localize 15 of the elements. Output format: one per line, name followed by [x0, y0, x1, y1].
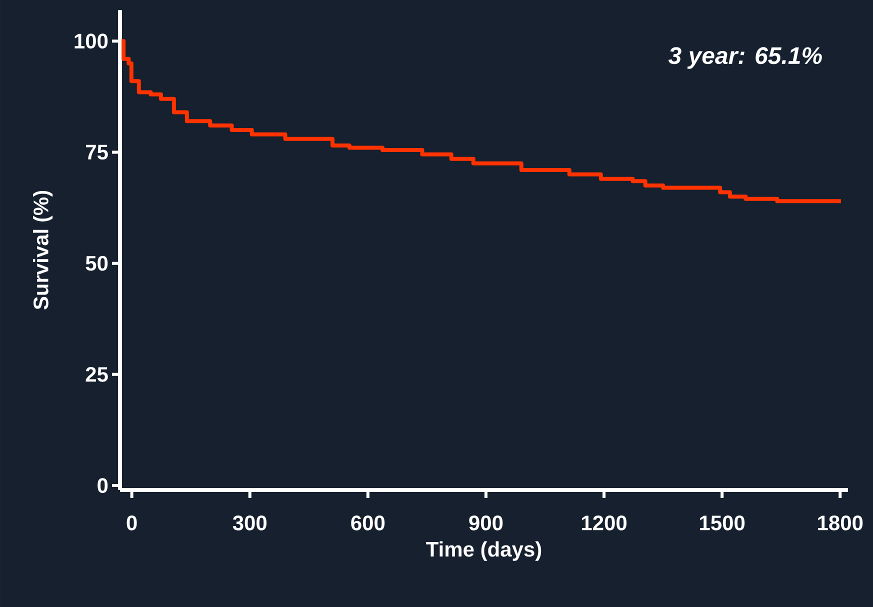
y-tick-label: 100 — [74, 34, 108, 49]
y-tick-label: 75 — [86, 144, 108, 160]
x-axis-title: Time (days) — [426, 541, 542, 561]
x-tick-label: 1200 — [582, 516, 627, 530]
y-tick-label: 0 — [98, 478, 108, 493]
x-tick-label: 1800 — [818, 516, 863, 530]
y-tick-label: 25 — [86, 367, 108, 382]
x-tick-label: 300 — [232, 516, 267, 530]
annotation: 3 year: 65.1% — [668, 47, 822, 69]
y-tick-label: 50 — [86, 256, 108, 271]
x-tick-label: 600 — [351, 516, 385, 530]
x-tick-label: 1500 — [700, 516, 745, 530]
x-tick-label: 0 — [126, 516, 137, 530]
y-axis-title: Survival (%) — [33, 190, 53, 310]
x-tick-label: 900 — [469, 516, 503, 530]
